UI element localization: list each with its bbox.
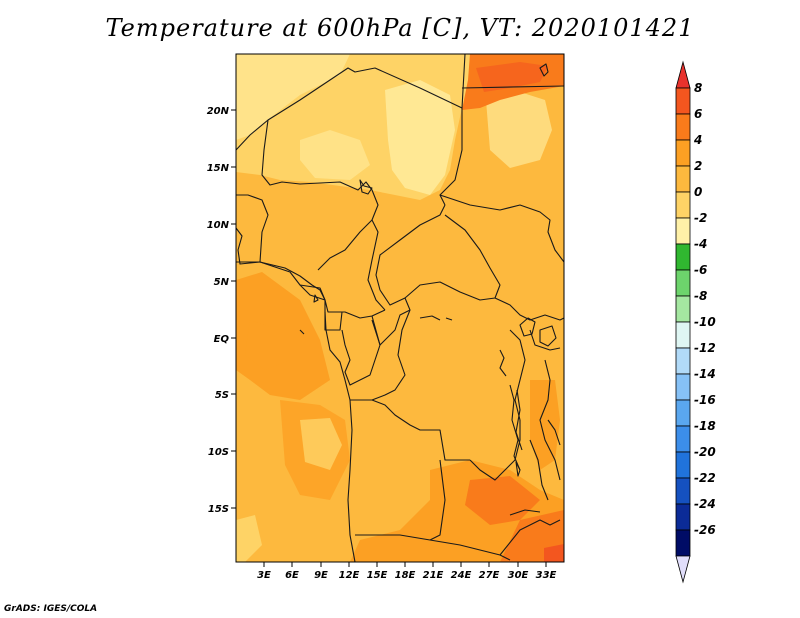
country-borders — [235, 53, 565, 563]
colorbar-swatch — [675, 477, 691, 505]
colorbar-swatch — [675, 269, 691, 297]
map-title: Temperature at 600hPa [C], VT: 202010142… — [105, 14, 695, 42]
lat-label: 15N — [207, 163, 230, 174]
lat-label: 20N — [207, 106, 230, 117]
lat-label: 5S — [215, 390, 229, 401]
colorbar-label: -14 — [694, 367, 716, 381]
lon-label: 21E — [423, 570, 444, 581]
colorbar-swatch — [675, 529, 691, 557]
colorbar-label: -16 — [694, 393, 716, 407]
colorbar-swatch — [675, 321, 691, 349]
colorbar-label: -12 — [694, 341, 716, 355]
colorbar-label: 8 — [694, 81, 702, 95]
lon-label: 9E — [314, 570, 328, 581]
lat-axis — [231, 109, 236, 509]
colorbar-swatch — [675, 243, 691, 271]
lat-label: 15S — [208, 504, 229, 515]
map-frame — [235, 53, 565, 563]
colorbar-label: 2 — [694, 159, 702, 173]
colorbar-label: -20 — [694, 445, 716, 459]
lat-label: 10N — [207, 220, 230, 231]
lon-label: 3E — [257, 570, 271, 581]
credit-text: GrADS: IGES/COLA — [4, 604, 98, 614]
colorbar-label: -4 — [694, 237, 707, 251]
colorbar-bottom-arrow — [675, 555, 691, 584]
colorbar-label: -10 — [694, 315, 716, 329]
colorbar-swatch — [675, 165, 691, 193]
lat-label: 10S — [208, 447, 229, 458]
lat-label: 5N — [214, 277, 230, 288]
colorbar-top-arrow — [675, 60, 691, 89]
colorbar-label: -22 — [694, 471, 716, 485]
temperature-field — [236, 54, 564, 562]
lon-label: 24E — [451, 570, 472, 581]
colorbar-label: 0 — [694, 185, 702, 199]
colorbar-swatch — [675, 503, 691, 531]
lon-label: 12E — [339, 570, 360, 581]
colorbar-label: -2 — [694, 211, 707, 225]
lon-label: 18E — [395, 570, 416, 581]
colorbar-swatch — [675, 139, 691, 167]
colorbar-label: -18 — [694, 419, 716, 433]
colorbar-swatch — [675, 295, 691, 323]
lon-label: 15E — [367, 570, 388, 581]
lon-label: 6E — [285, 570, 299, 581]
colorbar-label: -6 — [694, 263, 707, 277]
colorbar-swatch — [675, 217, 691, 245]
colorbar-swatch — [675, 451, 691, 479]
lat-label: EQ — [214, 334, 230, 345]
colorbar-label: -24 — [694, 497, 716, 511]
colorbar-swatch — [675, 373, 691, 401]
lon-label: 27E — [479, 570, 500, 581]
colorbar-label: -26 — [694, 523, 716, 537]
colorbar-swatch — [675, 191, 691, 219]
lon-axis — [263, 562, 547, 567]
colorbar-swatch — [675, 347, 691, 375]
colorbar-label: 4 — [693, 133, 702, 147]
colorbar-swatch — [675, 425, 691, 453]
lon-label: 33E — [536, 570, 557, 581]
colorbar-swatch — [675, 87, 691, 115]
colorbar-swatch — [675, 113, 691, 141]
colorbar-swatch — [675, 399, 691, 427]
lon-label: 30E — [508, 570, 529, 581]
colorbar-label: -8 — [694, 289, 707, 303]
colorbar-label: 6 — [694, 107, 702, 121]
colorbar — [675, 60, 691, 584]
